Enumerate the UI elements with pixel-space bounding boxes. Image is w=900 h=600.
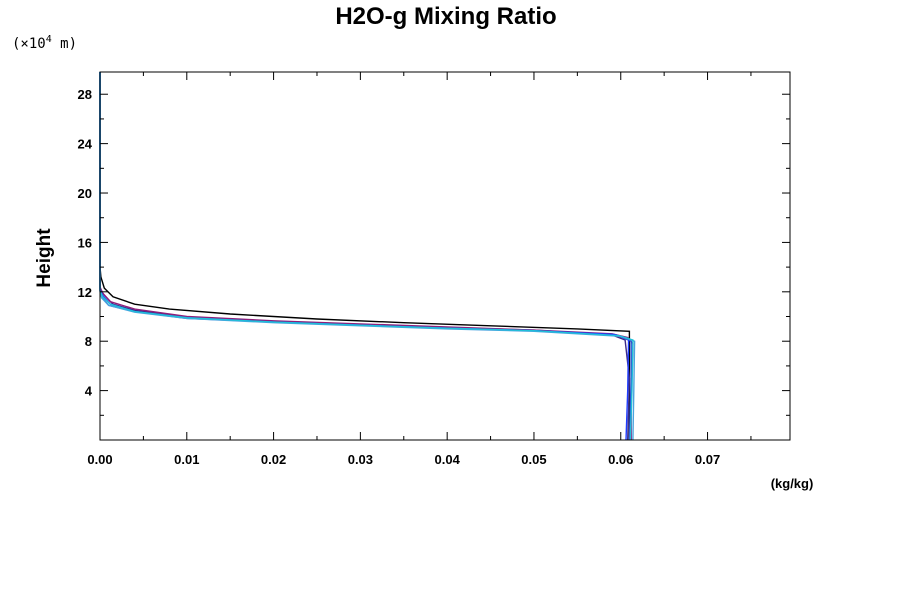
- x-tick-label: 0.04: [435, 452, 461, 467]
- y-tick-label: 8: [85, 334, 92, 349]
- y-scale-exponent: 4: [46, 34, 52, 45]
- y-tick-label: 28: [78, 87, 92, 102]
- y-tick-label: 20: [78, 186, 92, 201]
- series-line-4: [99, 72, 632, 441]
- x-tick-label: 0.01: [174, 452, 199, 467]
- x-tick-label: 0.03: [348, 452, 373, 467]
- x-tick-label: 0.05: [521, 452, 546, 467]
- y-tick-label: 16: [78, 235, 92, 250]
- y-scale-prefix: (×10: [12, 36, 46, 52]
- y-tick-label: 4: [85, 384, 93, 399]
- series-line-2: [99, 72, 631, 441]
- plot-frame: [99, 71, 791, 441]
- x-tick-label: 0.02: [261, 452, 286, 467]
- x-tick-label: 0.07: [695, 452, 720, 467]
- series-line-7: [99, 72, 634, 441]
- series-line-3: [99, 72, 634, 440]
- series-line-1: [99, 72, 631, 440]
- series-line-6: [99, 72, 636, 441]
- series-line-5: [99, 72, 630, 441]
- y-scale-unit: m): [52, 36, 77, 52]
- y-tick-label: 12: [78, 285, 92, 300]
- x-tick-label: 0.06: [608, 452, 633, 467]
- y-tick-label: 24: [78, 137, 93, 152]
- series-layer: [99, 72, 636, 441]
- x-tick-label: 0.00: [87, 452, 112, 467]
- y-axis-label: Height: [34, 228, 55, 288]
- axis-layer: 0.00 0.01 0.02 0.03 0.04 0.05 0.06 0.07 4 8 12 16 20…: [78, 72, 790, 467]
- x-axis-unit: (kg/kg): [771, 476, 814, 491]
- chart-title: H2O-g Mixing Ratio: [335, 3, 556, 30]
- y-scale-label: (×104 m): [12, 34, 77, 52]
